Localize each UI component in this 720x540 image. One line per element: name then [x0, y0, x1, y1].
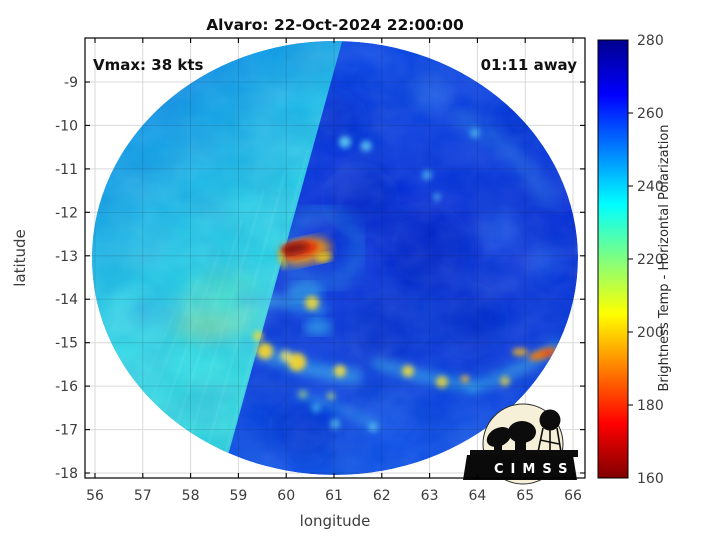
y-tick-label: -12 — [55, 205, 78, 221]
colorbar-gradient — [597, 39, 629, 479]
x-tick-labels: 56 57 58 59 60 61 62 63 64 65 66 — [86, 488, 582, 504]
cimss-banner — [463, 455, 577, 480]
x-tick-label: 56 — [86, 488, 104, 504]
y-tick-label: -16 — [55, 379, 78, 395]
x-axis-label: longitude — [300, 512, 371, 530]
x-tick-label: 64 — [468, 488, 486, 504]
x-tick-label: 58 — [182, 488, 200, 504]
y-tick-label: -11 — [55, 162, 78, 178]
y-axis-label: latitude — [11, 229, 29, 287]
colorbar-tick-label: 180 — [637, 398, 664, 414]
y-tick-labels: -9 -10 -11 -12 -13 -14 -15 -16 -17 -18 — [55, 75, 78, 482]
vmax-annotation: Vmax: 38 kts — [93, 56, 203, 74]
x-tick-label: 66 — [564, 488, 582, 504]
colorbar-ticks — [628, 112, 633, 406]
axis-ticks — [85, 38, 585, 478]
colorbar-tick-label: 260 — [637, 106, 664, 122]
colorbar-tick-label: 160 — [637, 471, 664, 487]
y-tick-label: -9 — [64, 75, 78, 91]
water-tower-icon — [539, 409, 561, 431]
cimss-logo: CIMSS — [463, 403, 578, 485]
plot-border — [84, 37, 586, 479]
y-tick-label: -17 — [55, 423, 78, 439]
page-title: Alvaro: 22-Oct-2024 22:00:00 — [206, 16, 464, 34]
y-tick-label: -18 — [55, 466, 78, 482]
colorbar-tick-label: 200 — [637, 325, 664, 341]
eta-annotation: 01:11 away — [481, 56, 578, 74]
x-tick-label: 61 — [325, 488, 343, 504]
x-tick-label: 57 — [134, 488, 152, 504]
x-tick-label: 60 — [277, 488, 295, 504]
y-tick-label: -15 — [55, 336, 78, 352]
water-tower-legs — [537, 427, 562, 453]
colorbar-tick-label: 220 — [637, 252, 664, 268]
x-tick-label: 59 — [229, 488, 247, 504]
cimss-logo-text: CIMSS — [494, 462, 574, 477]
y-tick-label: -13 — [55, 249, 78, 265]
x-tick-label: 63 — [421, 488, 439, 504]
colorbar: 280 260 240 220 200 180 160 Brightness T… — [597, 33, 672, 487]
y-tick-label: -14 — [55, 292, 78, 308]
y-tick-label: -10 — [55, 118, 78, 134]
x-tick-label: 62 — [373, 488, 391, 504]
x-tick-label: 65 — [516, 488, 534, 504]
colorbar-label: Brightness Temp - Horizontal Polarizatio… — [657, 124, 672, 391]
colorbar-tick-label: 240 — [637, 179, 664, 195]
colorbar-tick-label: 280 — [637, 33, 664, 49]
